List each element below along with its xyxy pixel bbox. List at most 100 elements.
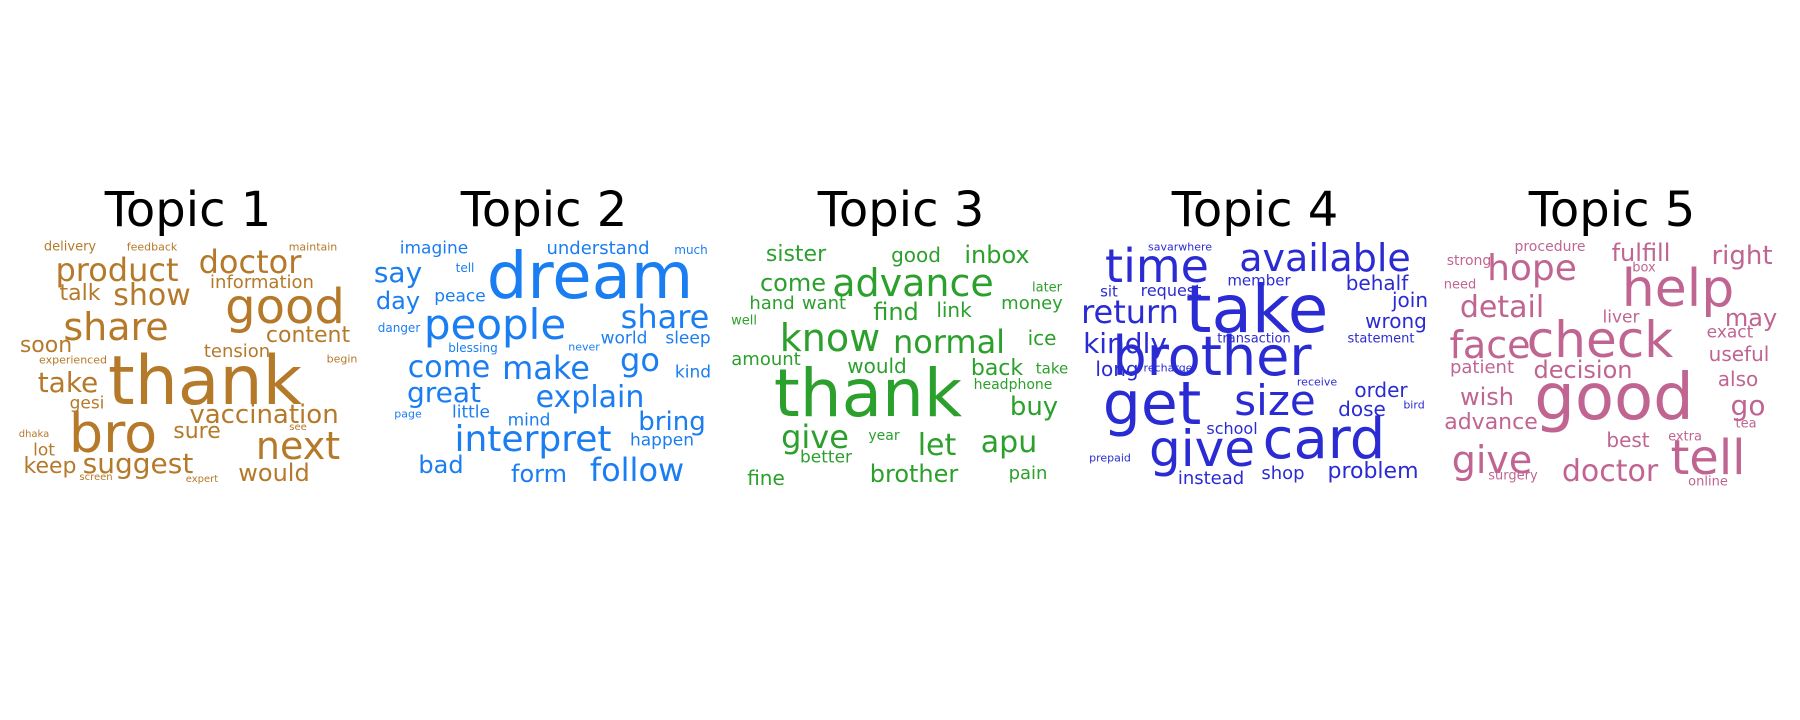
word-hand: hand — [749, 293, 795, 314]
word-give: give — [781, 418, 849, 456]
word-doctor: doctor — [198, 243, 302, 281]
word-school: school — [1206, 419, 1258, 438]
word-good: good — [1534, 361, 1694, 435]
word-fulfill: fulfill — [1611, 239, 1671, 267]
word-screen: screen — [79, 472, 113, 483]
word-page: page — [394, 407, 422, 421]
word-form: form — [511, 460, 567, 488]
word-money: money — [1001, 293, 1063, 314]
word-prepaid: prepaid — [1089, 451, 1131, 465]
word-want: want — [801, 293, 847, 314]
word-kind: kind — [674, 362, 712, 383]
word-blessing: blessing — [448, 341, 498, 355]
word-savarwhere: savarwhere — [1147, 240, 1213, 254]
word-day: day — [375, 287, 421, 315]
word-come: come — [759, 269, 827, 297]
word-sleep: sleep — [665, 328, 711, 349]
word-get: get — [1102, 369, 1202, 439]
word-wrong: wrong — [1365, 309, 1427, 333]
word-understand: understand — [546, 238, 650, 259]
topic-title: Topic 1 — [104, 182, 272, 238]
word-people: people — [423, 300, 567, 349]
word-expert: expert — [185, 474, 219, 485]
word-feedback: feedback — [126, 240, 178, 254]
word-inbox: inbox — [964, 241, 1030, 269]
word-good: good — [891, 243, 941, 267]
word-pain: pain — [1008, 463, 1048, 484]
word-follow: follow — [589, 451, 685, 489]
word-link: link — [936, 298, 972, 322]
topic-title: Topic 5 — [1528, 182, 1696, 238]
word-take: take — [1185, 271, 1329, 348]
word-problem: problem — [1327, 459, 1419, 484]
word-transaction: transaction — [1217, 331, 1291, 347]
word-information: information — [210, 272, 314, 293]
word-advance: advance — [1444, 410, 1538, 435]
word-dream: dream — [486, 240, 694, 314]
word-also: also — [1717, 367, 1759, 391]
word-great: great — [406, 376, 482, 409]
word-make: make — [502, 349, 590, 387]
word-brother: brother — [869, 460, 959, 488]
word-imagine: imagine — [399, 238, 469, 259]
word-help: help — [1621, 259, 1735, 319]
word-say: say — [373, 256, 423, 289]
word-buy: buy — [1009, 392, 1059, 422]
word-dhaka: dhaka — [18, 429, 50, 440]
word-available: available — [1239, 236, 1411, 280]
word-wish: wish — [1459, 383, 1515, 411]
word-share: share — [620, 298, 710, 336]
word-well: well — [731, 313, 757, 329]
word-ice: ice — [1027, 326, 1057, 350]
topic-panel-3: Topic 3 thank advance know normal give apu let b… — [724, 0, 1084, 720]
topic-panel-2: Topic 2 dream people interpret make explain sh… — [368, 0, 728, 720]
word-let: let — [917, 428, 957, 463]
word-tell: tell — [455, 261, 475, 275]
word-bad: bad — [418, 451, 464, 479]
word-keep: keep — [23, 454, 77, 479]
word-good: good — [225, 279, 345, 335]
word-begin: begin — [326, 352, 358, 366]
word-headphone: headphone — [973, 377, 1053, 393]
word-statement: statement — [1347, 331, 1415, 347]
topic-title: Topic 3 — [817, 182, 985, 238]
word-order: order — [1354, 378, 1408, 402]
word-know: know — [779, 316, 881, 360]
word-lot: lot — [33, 440, 55, 461]
word-take: take — [37, 366, 99, 399]
topic-panel-4: Topic 4 take brother get card give time size ava… — [1080, 0, 1440, 720]
word-right: right — [1711, 241, 1773, 271]
word-share: share — [63, 305, 169, 349]
word-delivery: delivery — [43, 239, 97, 255]
word-detail: detail — [1459, 290, 1545, 325]
word-come: come — [407, 350, 491, 385]
word-thank: thank — [773, 355, 963, 432]
word-long: long — [1095, 357, 1139, 381]
word-much: much — [674, 243, 708, 257]
word-content: content — [265, 323, 351, 348]
word-find: find — [873, 298, 919, 326]
word-return: return — [1081, 293, 1179, 331]
word-kindly: kindly — [1083, 327, 1167, 360]
word-maintain: maintain — [288, 240, 338, 254]
word-sister: sister — [765, 242, 827, 267]
word-give: give — [1451, 438, 1533, 482]
word-go: go — [620, 341, 660, 379]
word-shop: shop — [1261, 463, 1305, 484]
word-year: year — [868, 428, 900, 444]
word-experienced: experienced — [39, 353, 107, 367]
word-tell: tell — [1670, 430, 1746, 486]
topic-title: Topic 4 — [1171, 182, 1339, 238]
word-join: join — [1391, 288, 1429, 312]
word-doctor: doctor — [1561, 454, 1659, 489]
word-online: online — [1688, 474, 1728, 490]
word-vaccination: vaccination — [189, 400, 339, 430]
word-check: check — [1526, 311, 1674, 369]
word-fine: fine — [747, 466, 785, 490]
word-apu: apu — [980, 425, 1038, 460]
word-bring: bring — [638, 407, 706, 437]
word-explain: explain — [535, 380, 645, 415]
word-go: go — [1730, 389, 1766, 422]
word-mind: mind — [507, 410, 551, 431]
